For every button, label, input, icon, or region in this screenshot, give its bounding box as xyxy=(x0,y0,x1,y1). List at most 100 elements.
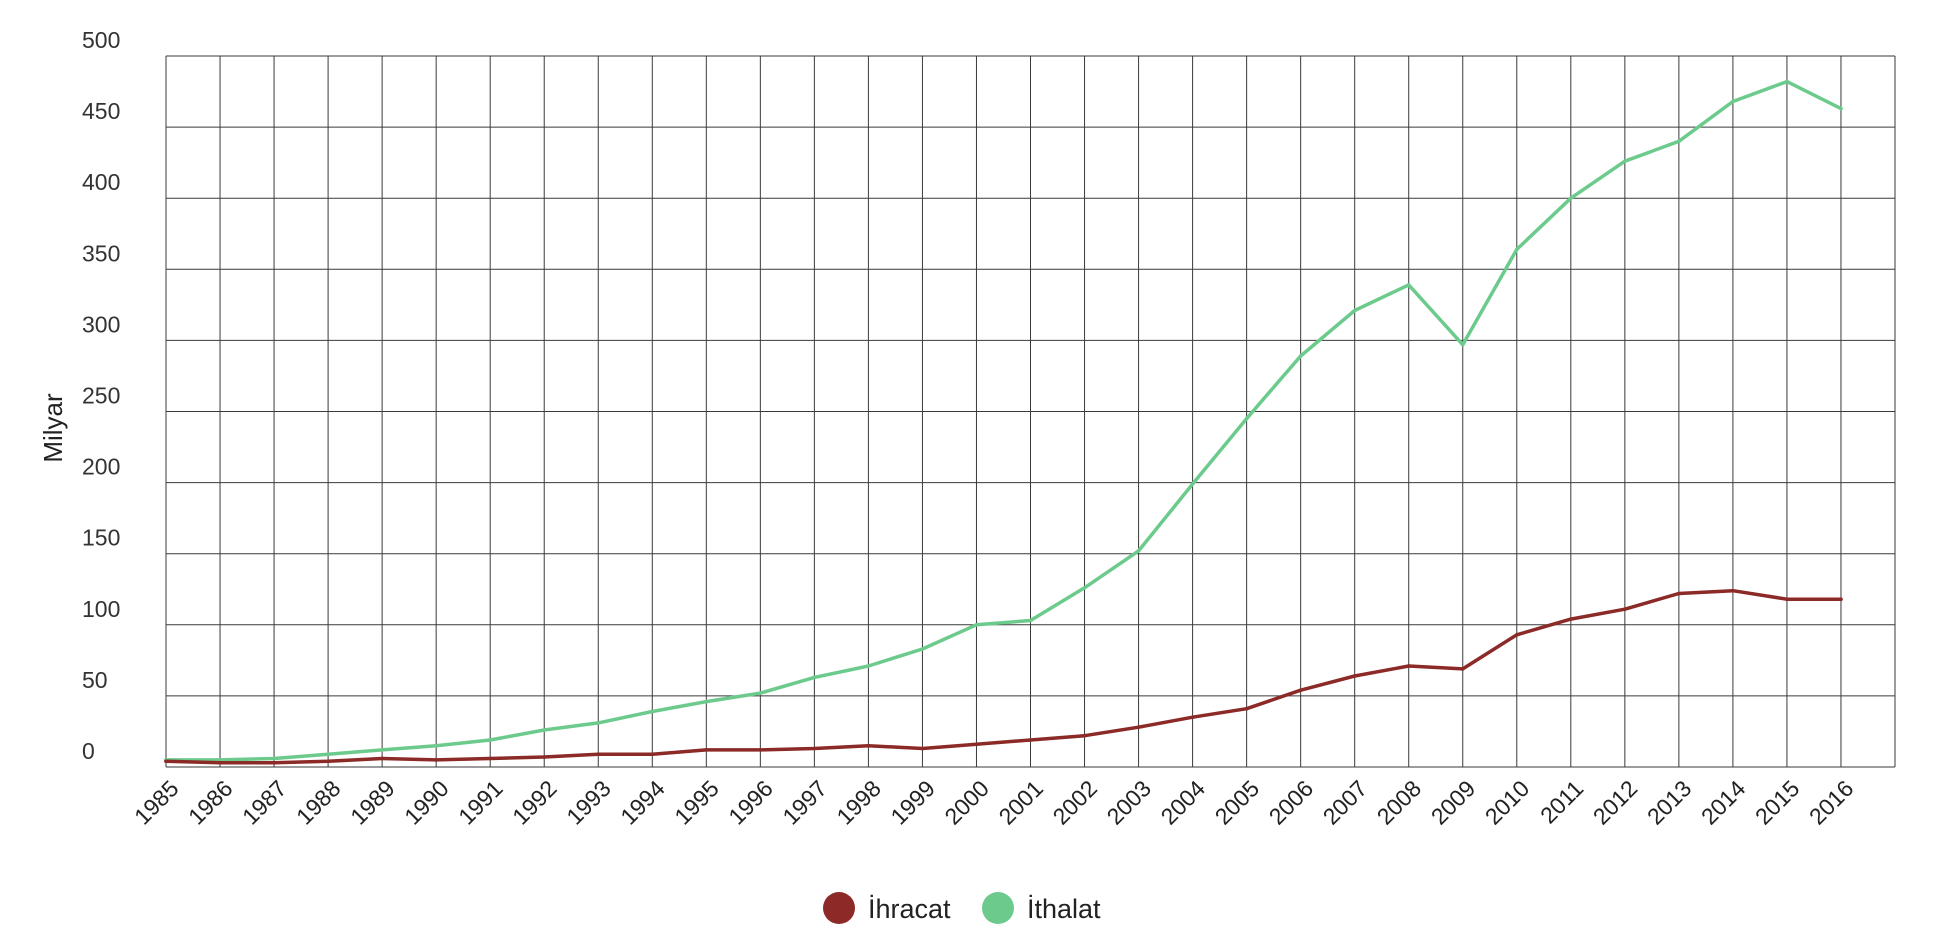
data-point xyxy=(1569,617,1573,621)
data-point xyxy=(920,746,925,751)
data-point xyxy=(488,738,492,742)
x-tick-label: 2001 xyxy=(993,775,1048,830)
data-point xyxy=(218,760,222,765)
y-tick-label: 200 xyxy=(82,454,120,480)
data-point xyxy=(596,752,601,757)
data-point xyxy=(974,742,979,747)
x-tick-label: 2011 xyxy=(1535,775,1588,828)
y-tick-label: 100 xyxy=(82,596,120,622)
y-axis-ticks: 0 50 100 150 200 250 300 350 400 450 500 xyxy=(82,27,120,764)
data-point xyxy=(920,647,925,651)
x-tick-label: 2010 xyxy=(1480,775,1535,830)
data-point xyxy=(380,756,384,761)
data-point xyxy=(1028,618,1033,623)
data-point xyxy=(272,760,276,765)
x-tick-label: 1997 xyxy=(777,775,832,830)
data-point xyxy=(1136,549,1141,553)
data-point xyxy=(380,748,384,752)
data-point xyxy=(1190,482,1195,486)
data-point xyxy=(1514,247,1519,252)
data-point xyxy=(434,758,438,762)
data-point xyxy=(1352,308,1357,313)
x-tick-label: 1992 xyxy=(507,775,562,830)
data-point xyxy=(1623,607,1627,611)
x-tick-label: 1986 xyxy=(183,775,238,830)
data-point xyxy=(542,755,547,759)
data-point xyxy=(1677,139,1681,144)
data-point xyxy=(866,664,871,668)
x-tick-label: 1990 xyxy=(399,775,454,830)
data-point xyxy=(1298,354,1303,358)
x-tick-label: 2015 xyxy=(1750,775,1805,830)
y-tick-label: 150 xyxy=(82,525,120,551)
data-point xyxy=(812,675,817,680)
x-tick-label: 1989 xyxy=(345,775,400,830)
x-tick-label: 1991 xyxy=(453,775,508,830)
data-point xyxy=(1244,416,1249,421)
y-tick-label: 350 xyxy=(82,240,120,266)
data-point xyxy=(1136,725,1141,729)
data-point xyxy=(812,746,817,751)
data-point xyxy=(1514,632,1519,637)
legend-label: İhracat xyxy=(868,893,951,924)
data-point xyxy=(1460,667,1465,671)
series-lines xyxy=(164,79,1843,765)
gridlines xyxy=(165,55,1896,768)
data-point xyxy=(164,759,168,764)
y-axis-title: Milyar xyxy=(38,393,68,463)
x-tick-label: 1994 xyxy=(615,775,670,830)
data-point xyxy=(866,743,871,748)
x-tick-label: 1987 xyxy=(237,775,292,830)
data-point xyxy=(650,709,655,714)
data-point xyxy=(758,748,763,752)
y-tick-label: 450 xyxy=(82,98,120,124)
x-tick-label: 1985 xyxy=(129,775,184,830)
data-point xyxy=(272,756,276,761)
series-line xyxy=(164,79,1843,762)
legend: İhracat İthalat xyxy=(823,892,1101,924)
x-tick-label: 2002 xyxy=(1047,775,1102,830)
data-point xyxy=(596,721,601,725)
data-point xyxy=(1731,99,1735,104)
data-point xyxy=(1406,664,1411,668)
data-point xyxy=(1785,79,1789,84)
x-tick-label: 2004 xyxy=(1156,775,1211,830)
data-point xyxy=(1460,342,1465,347)
data-point xyxy=(1839,106,1843,111)
data-point xyxy=(1298,688,1303,693)
x-axis-ticks: 1985 1986 1987 1988 1989 1990 1991 1992 1993 1994… xyxy=(129,775,1859,830)
x-tick-label: 2003 xyxy=(1102,775,1157,830)
x-tick-label: 2008 xyxy=(1372,775,1427,830)
data-point xyxy=(1028,738,1033,742)
x-tick-label: 2005 xyxy=(1210,775,1265,830)
data-point xyxy=(1406,283,1411,287)
x-tick-label: 1988 xyxy=(291,775,346,830)
data-point xyxy=(1839,597,1843,602)
data-point xyxy=(1677,591,1681,596)
data-point xyxy=(218,758,222,762)
x-tick-label: 2006 xyxy=(1264,775,1319,830)
x-tick-label: 2014 xyxy=(1696,775,1751,830)
y-tick-label: 0 xyxy=(82,738,95,764)
x-tick-label: 2016 xyxy=(1804,775,1859,830)
series-line xyxy=(164,588,1843,765)
data-point xyxy=(704,748,709,752)
data-point xyxy=(758,691,763,695)
data-point xyxy=(542,728,547,732)
data-point xyxy=(974,623,979,627)
x-tick-label: 2009 xyxy=(1426,775,1481,830)
data-point xyxy=(1623,159,1627,164)
y-tick-label: 400 xyxy=(82,169,120,195)
x-tick-label: 1998 xyxy=(831,775,886,830)
y-tick-label: 500 xyxy=(82,27,120,53)
data-point xyxy=(1569,196,1573,200)
legend-swatch xyxy=(823,892,855,924)
legend-label: İthalat xyxy=(1027,893,1101,924)
x-tick-label: 2007 xyxy=(1318,775,1373,830)
data-point xyxy=(488,756,492,761)
data-point xyxy=(1731,588,1735,593)
data-point xyxy=(326,752,330,757)
data-point xyxy=(1190,715,1195,720)
